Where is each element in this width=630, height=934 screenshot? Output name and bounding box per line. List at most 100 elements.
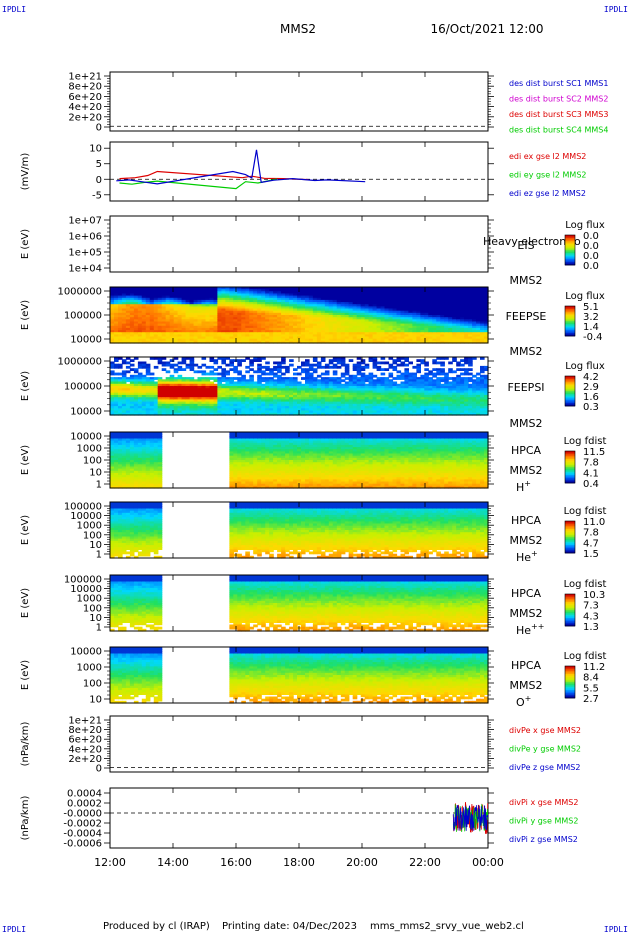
feeps-e-cell <box>384 334 390 338</box>
feeps-i-cell <box>384 368 390 371</box>
feeps-e-cell <box>452 299 457 303</box>
feeps-i-cell <box>348 392 354 396</box>
feeps-e-cell <box>229 325 234 329</box>
feeps-i-cell <box>281 372 286 376</box>
feeps-e-cell <box>388 289 394 292</box>
feeps-i-cell <box>257 368 262 371</box>
feeps-e-cell <box>336 289 342 292</box>
feeps-e-cell <box>332 312 338 316</box>
feeps-e-cell <box>396 302 402 305</box>
feeps-i-cell <box>205 377 211 380</box>
feeps-e-cell <box>121 321 127 325</box>
feeps-i-cell <box>460 379 465 383</box>
feeps-e-cell <box>241 334 246 338</box>
feeps-i-cell <box>110 388 115 391</box>
feeps-i-cell <box>428 397 433 400</box>
feeps-i-cell <box>169 406 175 409</box>
feeps-i-cell <box>388 357 394 360</box>
feeps-i-cell <box>372 365 378 369</box>
feeps-i-cell <box>404 359 409 362</box>
feeps-i-cell <box>396 374 402 378</box>
feeps-e-cell <box>157 325 163 329</box>
feeps-e-cell <box>376 317 382 320</box>
feeps-e-cell <box>400 317 406 320</box>
feeps-e-cell <box>129 299 135 303</box>
feeps-e-cell <box>285 297 290 301</box>
feeps-i-cell <box>360 412 366 416</box>
feeps-i-cell <box>233 368 238 371</box>
feeps-e-cell <box>380 302 386 305</box>
feeps-e-cell <box>364 306 370 310</box>
feeps-e-cell <box>201 291 207 295</box>
feeps-e-cell <box>456 287 461 290</box>
feeps-e-cell <box>408 336 413 340</box>
feeps-i-cell <box>153 410 159 414</box>
feeps-i-cell <box>456 401 461 405</box>
eis-colorbar-tick: 0.0 <box>583 241 599 252</box>
feeps-i-cell <box>193 386 199 389</box>
feeps-i-cell <box>340 357 346 360</box>
feeps-e-cell <box>185 321 191 325</box>
feeps-e-cell <box>269 338 274 342</box>
feeps-i-cell <box>177 412 183 416</box>
feeps-i-cell <box>456 390 461 394</box>
feeps-e-cell <box>448 297 453 301</box>
feeps-i-cell <box>452 412 457 416</box>
feeps-e-cell <box>273 302 278 305</box>
feeps-e-cell <box>249 308 254 312</box>
feeps-e-cell <box>157 297 163 301</box>
feeps-e-cell <box>249 293 254 297</box>
feeps-i-cell <box>217 386 222 389</box>
feeps-e-cell <box>169 293 175 297</box>
feeps-i-cell <box>285 406 290 409</box>
feeps-e-cell <box>416 330 421 333</box>
feeps-i-cell <box>301 399 306 403</box>
feeps-i-cell <box>372 406 378 409</box>
feeps-e-cell <box>344 304 350 307</box>
feeps-e-cell <box>404 325 409 329</box>
feeps-i-cell <box>285 390 290 394</box>
feeps-e-cell <box>153 310 159 314</box>
feeps-e-cell <box>348 310 354 314</box>
feeps-i-cell <box>173 390 179 394</box>
feeps-e-cell <box>253 319 258 323</box>
feeps-e-cell <box>424 295 429 299</box>
feeps-e-cell <box>293 319 298 323</box>
feeps-e-cell <box>308 310 314 314</box>
feeps-i-cell <box>217 399 222 403</box>
feeps-i-cell <box>324 406 330 409</box>
feeps-i-cell <box>301 406 306 409</box>
feeps-e-cell <box>460 315 465 318</box>
feeps-i-cell <box>293 381 298 385</box>
feeps-e-cell <box>257 297 262 301</box>
feeps-i-cell <box>137 392 143 396</box>
feeps-e-cell <box>253 310 258 314</box>
feeps-e-cell <box>316 317 322 320</box>
feeps-e-cell <box>444 306 449 310</box>
feeps-i-cell <box>384 412 390 416</box>
feeps-e-cell <box>420 330 425 333</box>
feeps-i-cell <box>308 392 314 396</box>
feeps-i-cell <box>157 379 163 383</box>
feeps-i-cell <box>436 368 441 371</box>
eis-colorbar-step <box>565 247 575 249</box>
feeps-e-cell <box>265 289 270 292</box>
feeps-i-cell <box>209 390 215 394</box>
feeps-i-cell <box>213 401 219 405</box>
feeps-e-cell <box>348 323 354 327</box>
feeps-i-cell <box>340 412 346 416</box>
feeps-e-cell <box>336 319 342 323</box>
feeps-i-cell <box>376 379 382 383</box>
feeps-i-cell <box>289 377 294 380</box>
feeps-e-cell <box>193 327 199 331</box>
feeps-e-cell <box>205 340 211 344</box>
feeps-i-cell <box>328 388 334 391</box>
feeps-e-cell <box>320 332 326 335</box>
feeps-e-cell <box>253 293 258 297</box>
feeps-i-cell <box>384 379 390 383</box>
feeps-e-cell <box>301 334 306 338</box>
feeps-i-cell <box>153 406 159 409</box>
feeps-e-cell <box>161 306 167 310</box>
feeps-i-cell <box>460 368 465 371</box>
feeps-e-cell <box>118 310 123 314</box>
